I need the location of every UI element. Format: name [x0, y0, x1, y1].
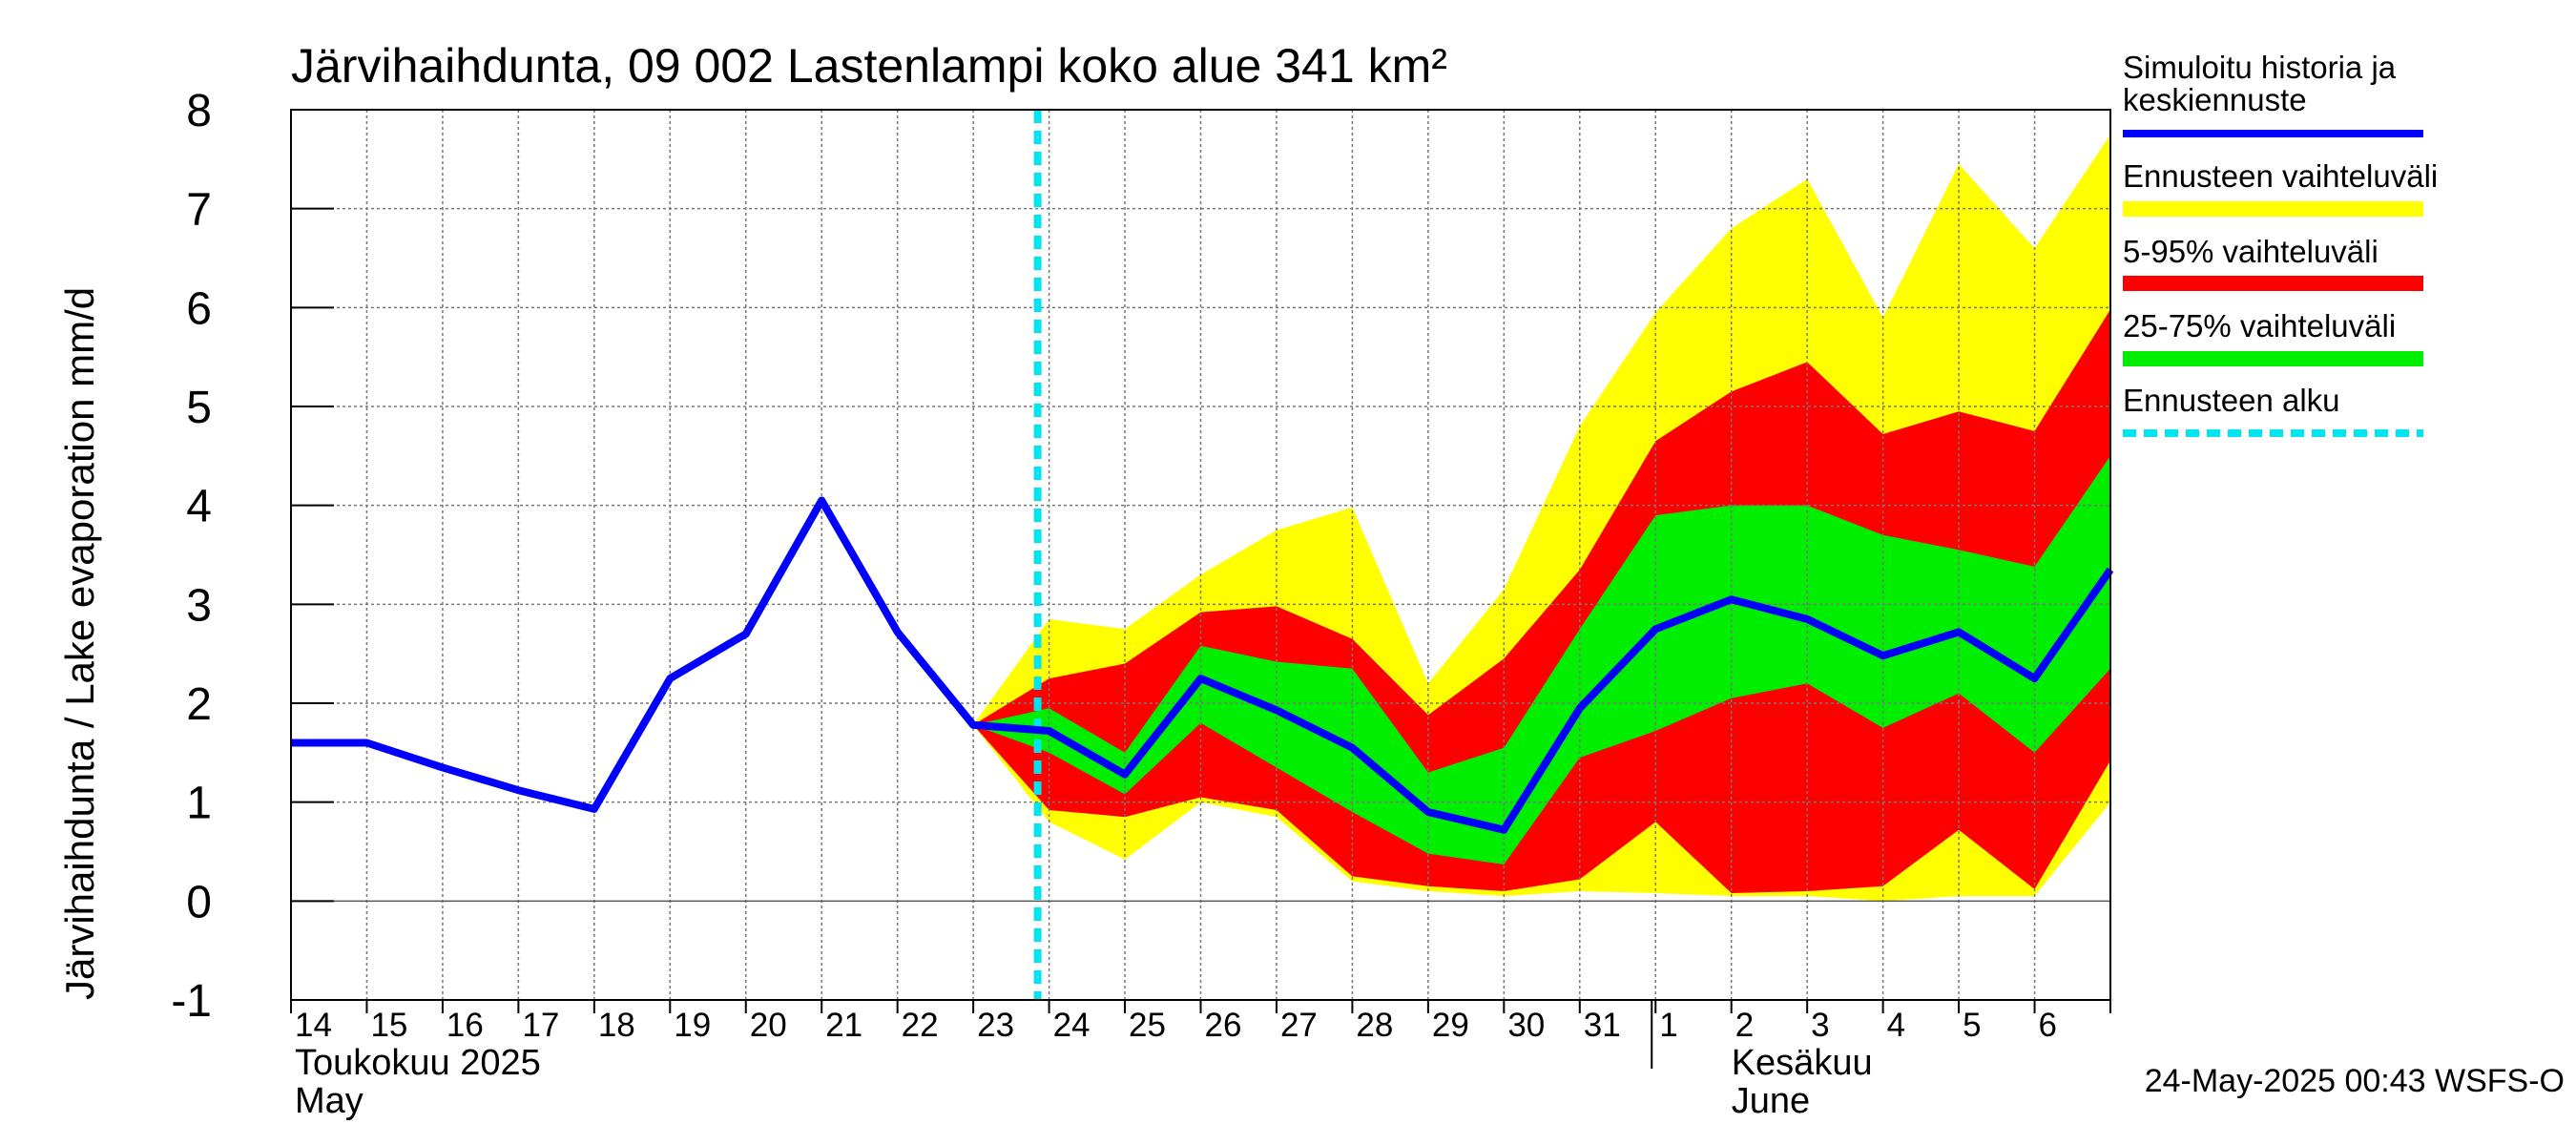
- legend-label: 5-95% vaihteluväli: [2123, 234, 2379, 269]
- x-tick-label: 15: [370, 1007, 407, 1044]
- y-axis: -1 0 1 2 3 4 5 6 7 8: [171, 86, 334, 1027]
- x-tick-label: 2: [1735, 1007, 1754, 1044]
- x-tick-label: 26: [1205, 1007, 1242, 1044]
- legend-entry-5: Ennusteen alku: [2123, 383, 2423, 437]
- legend-entry-2: Ennusteen vaihteluväli: [2123, 158, 2438, 217]
- x-tick-label: 25: [1129, 1007, 1166, 1044]
- x-tick-label: 21: [825, 1007, 862, 1044]
- x-tick-label: 31: [1584, 1007, 1621, 1044]
- y-tick-label: 1: [186, 779, 212, 829]
- x-tick-label: 1: [1659, 1007, 1677, 1044]
- x-tick-label: 30: [1507, 1007, 1545, 1044]
- x-tick-label: 20: [750, 1007, 787, 1044]
- legend-label: Ennusteen vaihteluväli: [2123, 158, 2438, 194]
- month-label-fi: Toukokuu 2025: [295, 1043, 541, 1083]
- x-axis: 14 15 16 17 18 19 20 21 22 23 24 25 26 27 28 29 30 31 1 2 3 4…: [290, 1000, 2111, 1121]
- x-tick-label: 3: [1811, 1007, 1829, 1044]
- x-tick-label: 18: [598, 1007, 635, 1044]
- legend-label: Ennusteen alku: [2123, 383, 2340, 418]
- legend-label: Simuloitu historia ja: [2123, 50, 2397, 85]
- x-tick-label: 5: [1963, 1007, 1981, 1044]
- y-tick-label: 6: [186, 283, 212, 334]
- legend-label: keskiennuste: [2123, 82, 2307, 117]
- grid: [291, 110, 2110, 1000]
- y-tick-label: 4: [186, 482, 212, 532]
- y-tick-label: -1: [171, 976, 212, 1027]
- y-tick-label: 5: [186, 383, 212, 433]
- x-tick-label: 24: [1053, 1007, 1091, 1044]
- month-label-en: June: [1732, 1081, 1810, 1121]
- y-tick-label: 3: [186, 580, 212, 631]
- y-tick-label: 7: [186, 185, 212, 236]
- y-tick-label: 8: [186, 86, 212, 136]
- band-3: [973, 455, 2110, 864]
- x-tick-label: 28: [1356, 1007, 1393, 1044]
- x-tick-label: 19: [674, 1007, 711, 1044]
- x-tick-label: 22: [902, 1007, 939, 1044]
- legend-entry-4: 25-75% vaihteluväli: [2123, 308, 2423, 366]
- y-axis-label: Järvihaihdunta / Lake evaporation mm/d: [57, 287, 102, 1000]
- legend-entry-3: 5-95% vaihteluväli: [2123, 234, 2423, 291]
- x-tick-label: 29: [1432, 1007, 1469, 1044]
- x-tick-label: 6: [2039, 1007, 2057, 1044]
- month-label-fi: Kesäkuu: [1732, 1043, 1873, 1083]
- y-tick-label: 2: [186, 679, 212, 730]
- x-tick-label: 4: [1887, 1007, 1905, 1044]
- x-tick-label: 27: [1280, 1007, 1318, 1044]
- series-line-main: [291, 496, 2114, 834]
- x-tick-label: 14: [295, 1007, 332, 1044]
- x-tick-label: 16: [447, 1007, 484, 1044]
- x-tick-label: 23: [977, 1007, 1014, 1044]
- timestamp: 24-May-2025 00:43 WSFS-O: [2145, 1063, 2565, 1099]
- chart-title: Järvihaihdunta, 09 002 Lastenlampi koko …: [291, 39, 1447, 93]
- y-tick-label: 0: [186, 877, 212, 927]
- legend-label: 25-75% vaihteluväli: [2123, 308, 2396, 344]
- x-tick-label: 17: [522, 1007, 559, 1044]
- month-label-en: May: [295, 1081, 364, 1121]
